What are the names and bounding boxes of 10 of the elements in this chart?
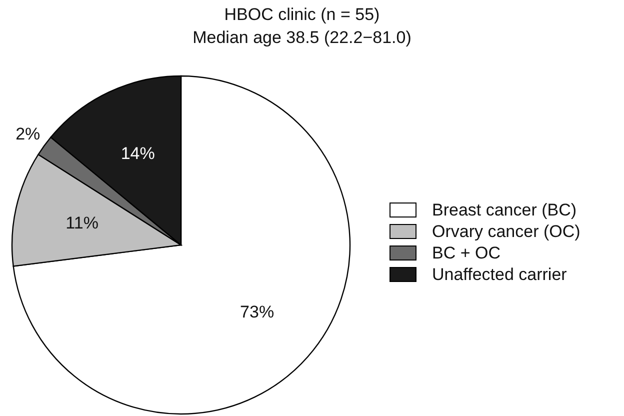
chart-title: HBOC clinic (n = 55) bbox=[224, 5, 380, 24]
legend-label: BC + OC bbox=[432, 244, 500, 262]
legend-label: Unaffected carrier bbox=[432, 265, 568, 284]
chart-subtitle: Median age 38.5 (22.2−81.0) bbox=[192, 28, 412, 47]
data-label: 11% bbox=[66, 213, 98, 232]
data-label: 73% bbox=[240, 302, 274, 322]
legend-label: Orvary cancer (OC) bbox=[432, 222, 580, 241]
legend-label: Breast cancer (BC) bbox=[432, 200, 577, 220]
data-label: 14% bbox=[120, 144, 155, 163]
data-label: 2% bbox=[16, 124, 40, 144]
